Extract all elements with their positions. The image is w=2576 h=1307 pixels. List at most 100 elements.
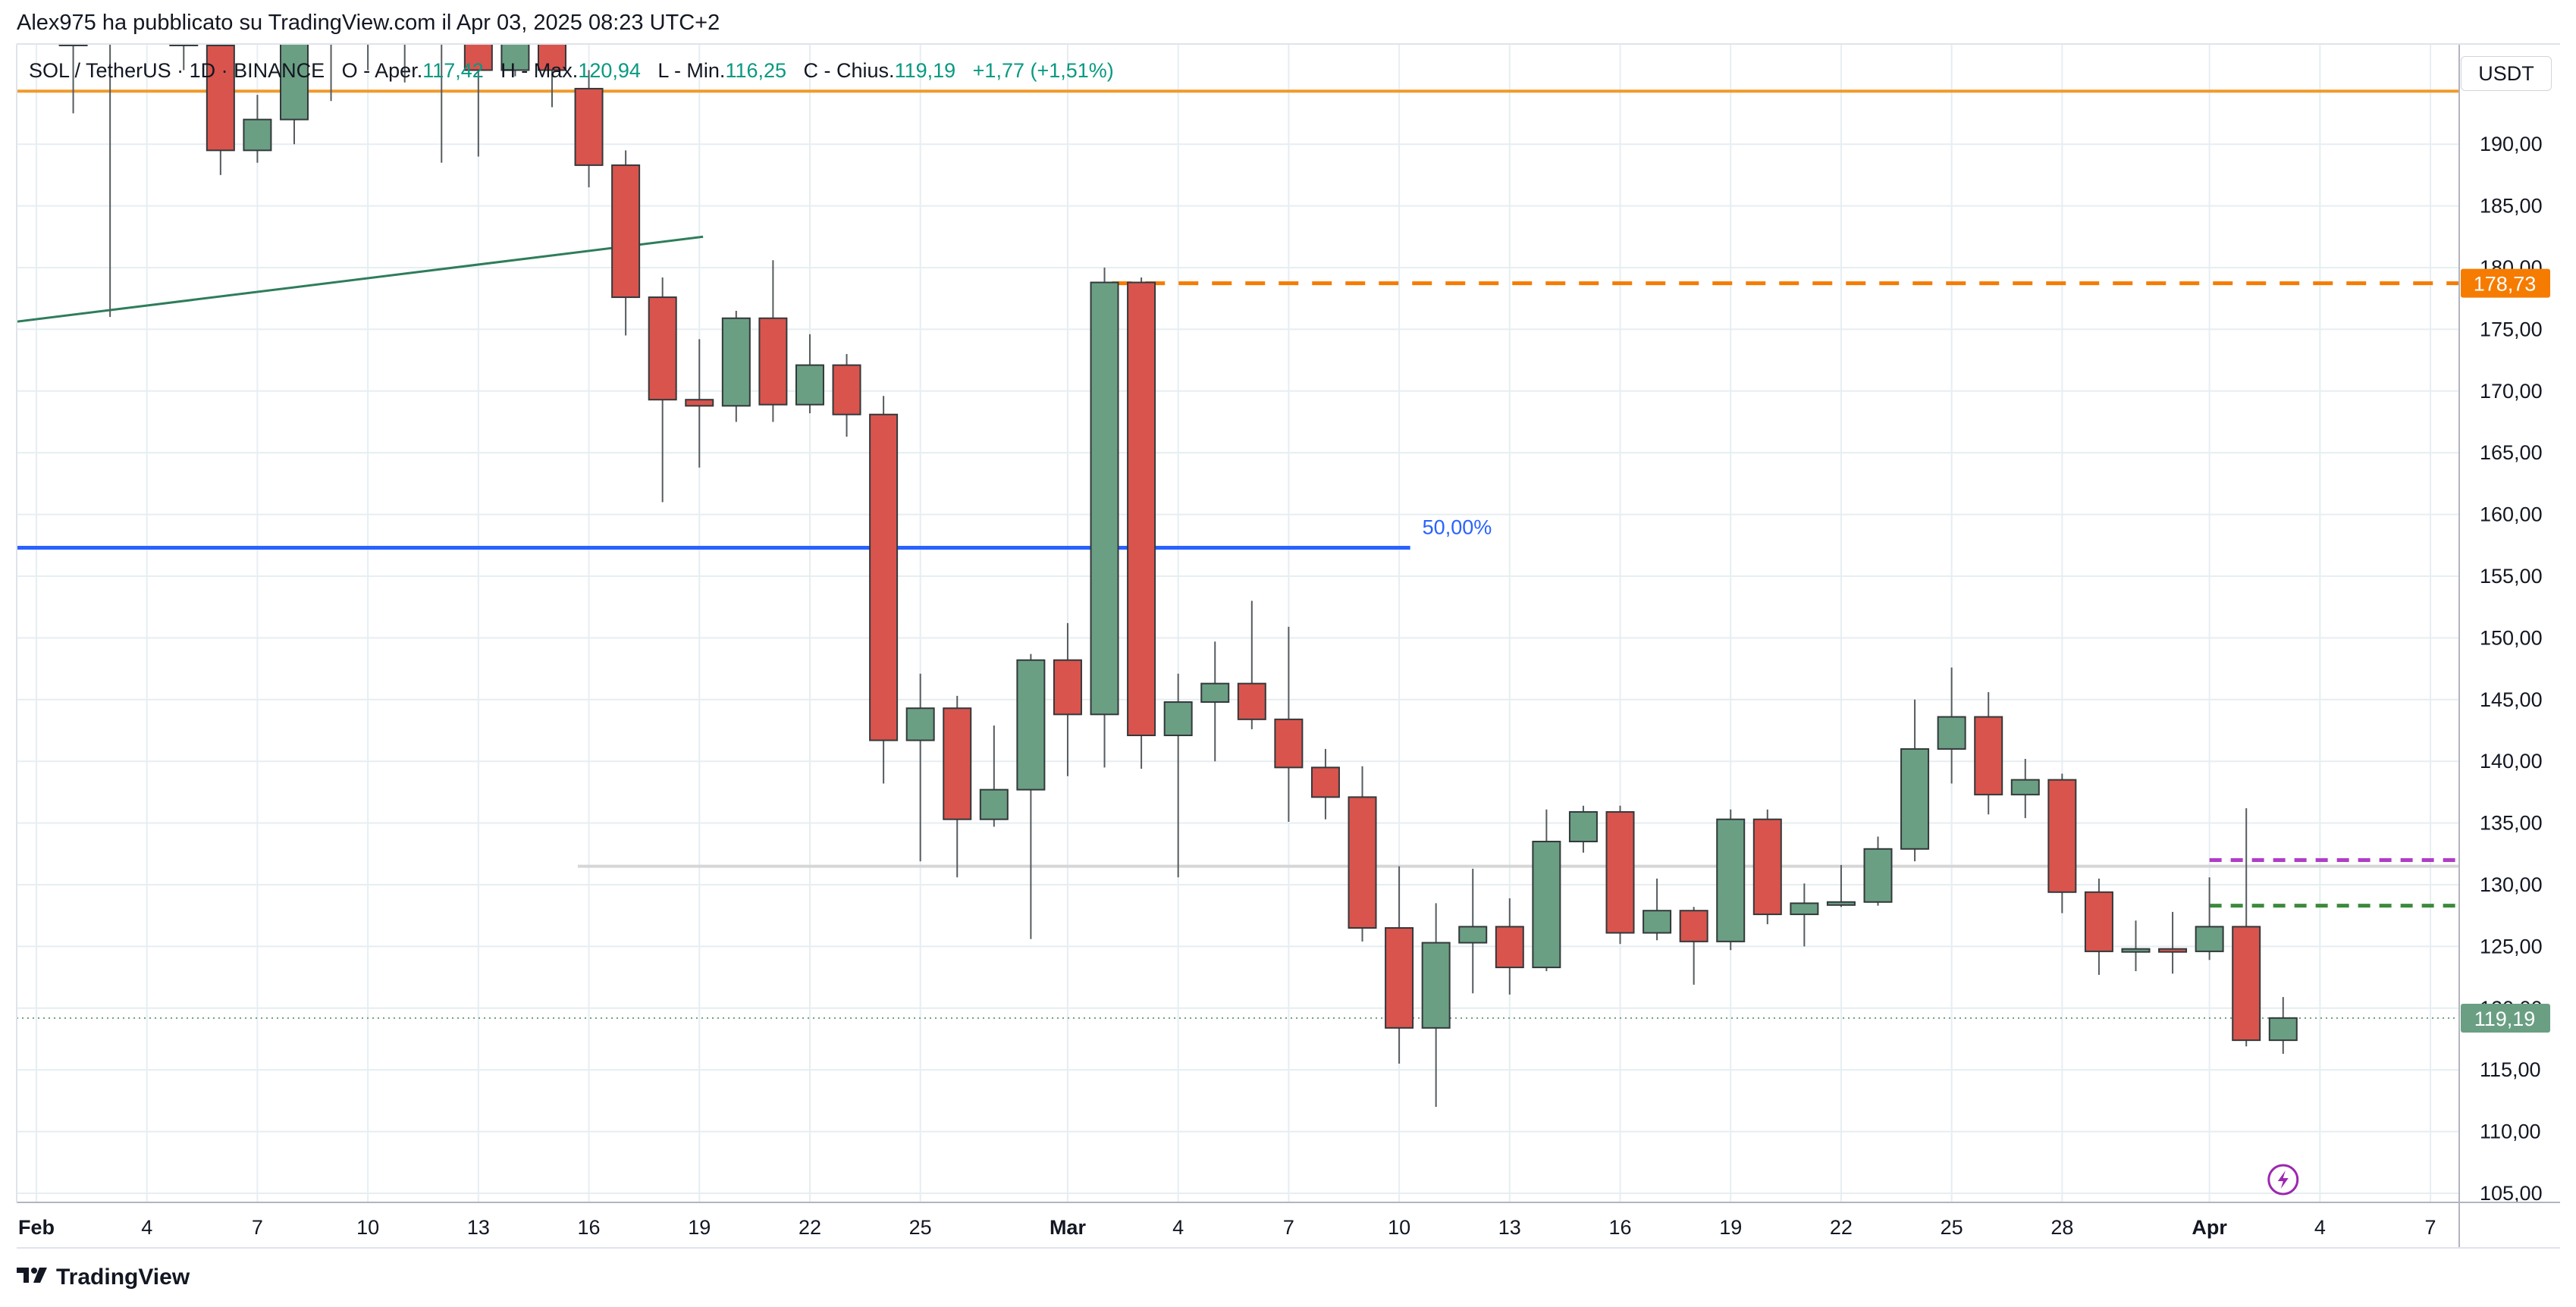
candle-down bbox=[463, 44, 493, 157]
candle-down bbox=[1974, 692, 2003, 815]
candle-body bbox=[1679, 910, 1708, 942]
x-tick-label: 25 bbox=[909, 1216, 932, 1239]
y-tick-label: 115,00 bbox=[2480, 1058, 2541, 1081]
candle-up bbox=[1643, 878, 1672, 941]
candle-body bbox=[2121, 948, 2151, 953]
x-tick-label: 7 bbox=[2425, 1216, 2436, 1239]
candle-up bbox=[1826, 864, 1856, 907]
candle-body bbox=[795, 364, 824, 406]
candle-body bbox=[279, 44, 309, 121]
tradingview-logo-icon bbox=[17, 1265, 50, 1290]
candle-body bbox=[2268, 1017, 2298, 1042]
candle-body bbox=[243, 118, 272, 152]
candle-up bbox=[1937, 667, 1966, 784]
y-tick-label: 105,00 bbox=[2480, 1182, 2543, 1205]
candle-up bbox=[905, 673, 935, 862]
candle-up bbox=[1532, 809, 1561, 971]
candle-up bbox=[1568, 805, 1598, 853]
candle-body bbox=[1790, 902, 1819, 916]
candle-body bbox=[943, 707, 972, 820]
high-value: 120,94 bbox=[578, 59, 641, 82]
candle-body bbox=[1090, 281, 1119, 716]
candle-down bbox=[758, 260, 788, 422]
last-price-tag bbox=[2461, 1003, 2550, 1033]
candle-body bbox=[611, 164, 641, 299]
y-tick-label: 135,00 bbox=[2480, 812, 2543, 835]
candle-down bbox=[2232, 808, 2261, 1047]
candle-body bbox=[2084, 891, 2113, 952]
overlays: 178,73 119,19 bbox=[2267, 268, 2550, 1196]
candle-up bbox=[1716, 809, 1746, 951]
candle-body bbox=[500, 44, 530, 71]
candle-body bbox=[1826, 901, 1856, 906]
candle-up bbox=[1200, 641, 1230, 762]
close-value: 119,19 bbox=[894, 59, 956, 82]
candle-body bbox=[1716, 818, 1746, 942]
tradingview-brand[interactable]: TradingView bbox=[17, 1265, 190, 1290]
candle-up bbox=[1458, 868, 1488, 994]
candle-up bbox=[1790, 883, 1819, 947]
x-tick-label: 4 bbox=[2314, 1216, 2326, 1239]
high-label: H - Max. bbox=[500, 59, 579, 82]
candle-up bbox=[2268, 997, 2298, 1055]
candle-down bbox=[537, 44, 566, 108]
resistance-price-tag bbox=[2461, 268, 2550, 298]
symbol-label[interactable]: SOL / TetherUS · 1D · BINANCE bbox=[29, 59, 325, 82]
x-tick-label: 16 bbox=[1608, 1216, 1631, 1239]
resistance-price-tag-text: 178,73 bbox=[2474, 273, 2537, 296]
y-tick-label: 130,00 bbox=[2480, 873, 2543, 896]
candle-down bbox=[832, 353, 861, 437]
candle-body bbox=[1458, 926, 1488, 944]
candle-down bbox=[648, 277, 677, 503]
candle-up bbox=[1163, 673, 1193, 878]
candle-up bbox=[979, 725, 1009, 827]
candle-down bbox=[1348, 766, 1377, 942]
candle-down bbox=[1310, 748, 1340, 820]
candles bbox=[58, 44, 2298, 1108]
x-tick-label: 19 bbox=[688, 1216, 711, 1239]
candle-down bbox=[441, 44, 443, 163]
currency-selector[interactable]: USDT bbox=[2461, 56, 2552, 91]
y-tick-label: 170,00 bbox=[2480, 380, 2543, 403]
y-tick-label: 160,00 bbox=[2480, 503, 2543, 526]
candle-down bbox=[1752, 809, 1782, 925]
lightning-icon bbox=[2277, 1171, 2289, 1189]
candle-up bbox=[1090, 268, 1119, 768]
candle-up bbox=[2010, 758, 2040, 819]
x-tick-label: 25 bbox=[1941, 1216, 1963, 1239]
candle-body bbox=[832, 364, 861, 415]
candle-down bbox=[1237, 600, 1266, 729]
candle-down bbox=[685, 339, 714, 468]
brand-name: TradingView bbox=[56, 1265, 190, 1290]
y-tick-label: 175,00 bbox=[2480, 318, 2543, 340]
x-tick-label: 16 bbox=[578, 1216, 601, 1239]
candle-body bbox=[905, 707, 935, 741]
candle-up bbox=[1421, 903, 1451, 1108]
candle-body bbox=[1385, 926, 1414, 1029]
x-tick-label: 22 bbox=[799, 1216, 821, 1239]
candle-body bbox=[1752, 818, 1782, 916]
candle-up bbox=[109, 44, 111, 318]
x-tick-label: 4 bbox=[1172, 1216, 1184, 1239]
candle-body bbox=[721, 317, 751, 407]
trendline bbox=[17, 235, 704, 323]
candle-body bbox=[1237, 682, 1266, 720]
candle-down bbox=[1385, 866, 1414, 1064]
candle-down bbox=[1274, 626, 1304, 822]
x-tick-label: 10 bbox=[1388, 1216, 1410, 1239]
candle-body bbox=[2010, 779, 2040, 796]
x-tick-label: 4 bbox=[141, 1216, 152, 1239]
candle-body bbox=[685, 399, 714, 407]
candle-body bbox=[1568, 810, 1598, 843]
candle-body bbox=[1605, 810, 1635, 934]
x-tick-label: 19 bbox=[1719, 1216, 1742, 1239]
candle-body bbox=[1974, 716, 2003, 796]
candle-down bbox=[1679, 907, 1708, 985]
y-tick-label: 155,00 bbox=[2480, 565, 2543, 588]
fib-50-label: 50,00% bbox=[1423, 516, 1492, 539]
candle-down bbox=[403, 44, 406, 83]
candle-down bbox=[611, 150, 641, 336]
drawing-lines: 50,00% bbox=[17, 89, 2459, 1019]
close-label: C - Chius. bbox=[803, 59, 895, 82]
